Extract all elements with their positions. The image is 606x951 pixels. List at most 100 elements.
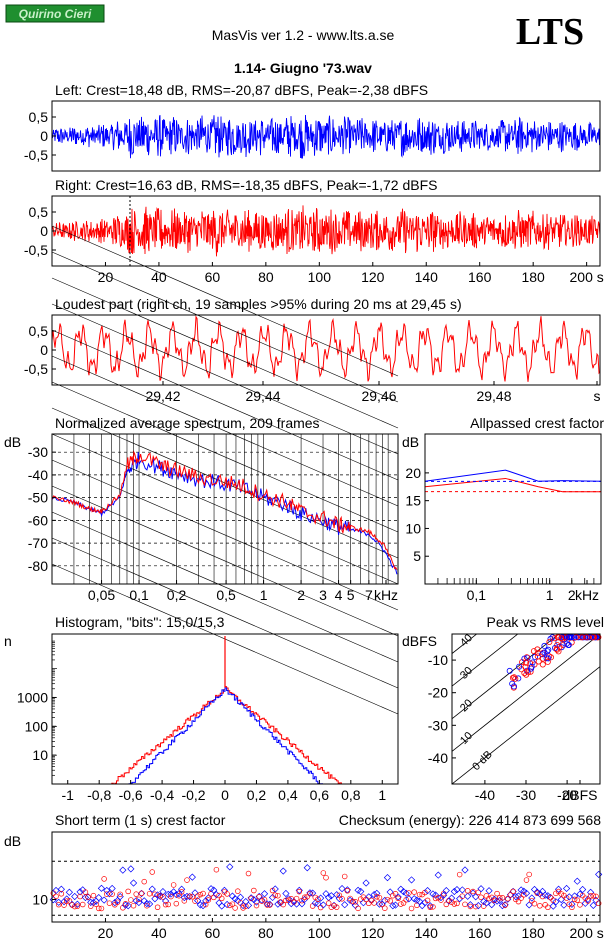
short-xtick-label: 140 [415, 925, 439, 941]
short-left-point [100, 896, 108, 904]
short-left-point [448, 894, 456, 902]
short-right-point [79, 901, 86, 908]
hist-xtick-label: -0,6 [119, 787, 143, 803]
short-left-point [116, 893, 124, 901]
short-left-point [450, 887, 458, 896]
short-right-point [165, 901, 172, 908]
short-right-point [563, 895, 570, 901]
right-xtick-label: 80 [258, 269, 274, 285]
allpass-ytick-label: 20 [405, 465, 421, 481]
lts-logo: LTS [516, 11, 584, 53]
spectrum-frame [51, 433, 399, 585]
hist-xtick-label: -1 [62, 787, 75, 803]
right-xtick-label: 200 s [570, 269, 604, 285]
peakrms-point [548, 654, 555, 661]
short-left-point [194, 897, 202, 905]
short-right-point [475, 889, 482, 896]
short-right-point [320, 870, 327, 876]
short-right-point [464, 888, 471, 894]
right-waveform-trace [51, 205, 601, 257]
spectrum-xtick-label: 1 [260, 587, 268, 603]
short-right-point [531, 900, 538, 907]
short-left-point [517, 886, 525, 894]
spectrum-xtick-label: 0,5 [216, 587, 236, 603]
short-left-point [589, 901, 597, 910]
short-right-point [374, 894, 380, 900]
short-right-point [224, 891, 230, 897]
short-right-point [186, 893, 193, 899]
spectrum-ylabel: dB [4, 434, 21, 450]
short-right-point [173, 900, 180, 907]
short-right-point [411, 889, 417, 895]
short-right-point [66, 898, 73, 904]
histogram-panel-title: Histogram, "bits": 15,0/15,3 [55, 614, 225, 630]
spectrum-slope-line [51, 303, 399, 455]
short-left-point [276, 899, 285, 907]
hist-ytick-label: 100 [25, 718, 49, 734]
short-right-point [162, 901, 169, 908]
short-left-point [226, 863, 234, 871]
short-xtick-label: 40 [151, 925, 167, 941]
peakrms-point [555, 648, 562, 655]
short-left-point [554, 885, 563, 893]
short-right-point [526, 871, 532, 878]
spectrum-ytick-label: -40 [28, 467, 48, 483]
spectrum-slope-line [51, 329, 399, 481]
short-right-point [505, 895, 511, 902]
short-right-point [101, 876, 107, 882]
left-ytick-label: 0,5 [29, 109, 49, 125]
short-left-point [127, 865, 135, 873]
short-right-point [264, 902, 270, 908]
allpass-xtick-label: 2 [568, 587, 576, 603]
short-left-point [271, 885, 279, 893]
short-left-point [210, 886, 218, 894]
spectrum-ytick-label: -60 [28, 512, 48, 528]
short-left-point [514, 892, 523, 900]
short-right-point [515, 898, 522, 905]
short-right-point [379, 901, 385, 908]
short-right-point [339, 896, 345, 902]
short-left-point [415, 897, 424, 906]
spectrum-slope-line [51, 433, 399, 585]
short-left-point [124, 902, 132, 910]
peakrms-point [506, 667, 513, 674]
left-panel-title: Left: Crest=18,48 dB, RMS=-20,87 dBFS, P… [55, 82, 428, 98]
short-left-point [458, 886, 466, 894]
short-right-point [317, 904, 324, 911]
short-left-point [199, 902, 207, 910]
short-left-point [573, 877, 581, 885]
short-right-point [523, 877, 530, 883]
short-right-point [275, 892, 281, 899]
short-left-point [76, 888, 84, 896]
short-left-point [394, 893, 402, 901]
app-title: MasVis ver 1.2 - www.lts.a.se [212, 27, 395, 43]
short-left-point [466, 901, 474, 909]
right-panel-title: Right: Crest=16,63 dB, RMS=-18,35 dBFS, … [55, 177, 437, 193]
spectrum-panel-title: Normalized average spectrum, 209 frames [55, 415, 320, 431]
short-left-point [418, 901, 426, 910]
short-left-point [175, 890, 183, 898]
short-left-point [528, 894, 536, 902]
loudest-ytick-label: 0 [40, 342, 48, 358]
short-right-point [398, 901, 404, 907]
short-right-point [85, 894, 91, 900]
short-right-point [371, 900, 377, 906]
peakrms-ytick-label: -10 [428, 652, 448, 668]
short-left-point [453, 885, 461, 894]
short-left-point [204, 894, 212, 902]
short-left-point [159, 888, 167, 896]
short-right-point [243, 903, 249, 909]
hist-xtick-label: -0,8 [87, 787, 111, 803]
short-right-point [387, 898, 393, 904]
allpass-ytick-label: 5 [413, 548, 421, 564]
short-right-point [197, 891, 204, 898]
peakrms-crest-line [452, 666, 600, 784]
peakrms-point [534, 646, 541, 653]
short-left-point [440, 891, 448, 899]
short-left-point [52, 886, 60, 895]
short-left-point [97, 884, 106, 892]
peakrms-point [554, 646, 561, 653]
spectrum-xtick-label: 7 [365, 587, 373, 603]
short-right-point [272, 892, 278, 898]
peakrms-point [546, 639, 553, 646]
